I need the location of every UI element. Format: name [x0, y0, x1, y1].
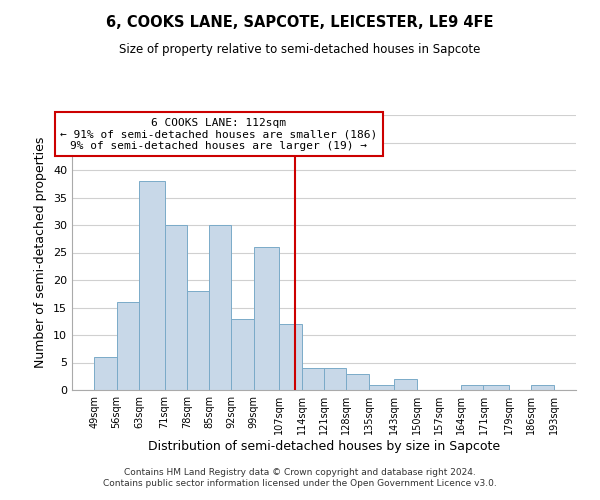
Bar — [461, 384, 484, 390]
Bar — [302, 368, 324, 390]
Bar — [116, 302, 139, 390]
Text: Size of property relative to semi-detached houses in Sapcote: Size of property relative to semi-detach… — [119, 42, 481, 56]
Bar — [254, 247, 280, 390]
Text: 6 COOKS LANE: 112sqm
← 91% of semi-detached houses are smaller (186)
9% of semi-: 6 COOKS LANE: 112sqm ← 91% of semi-detac… — [60, 118, 377, 151]
Bar — [94, 357, 116, 390]
Bar — [187, 291, 209, 390]
Text: Contains HM Land Registry data © Crown copyright and database right 2024.
Contai: Contains HM Land Registry data © Crown c… — [103, 468, 497, 487]
Bar — [232, 318, 254, 390]
Bar — [368, 384, 394, 390]
Bar — [139, 181, 164, 390]
Bar — [394, 379, 416, 390]
Bar — [164, 225, 187, 390]
Bar — [280, 324, 302, 390]
Bar — [532, 384, 554, 390]
Text: 6, COOKS LANE, SAPCOTE, LEICESTER, LE9 4FE: 6, COOKS LANE, SAPCOTE, LEICESTER, LE9 4… — [106, 15, 494, 30]
Bar — [324, 368, 346, 390]
Bar — [209, 225, 232, 390]
Y-axis label: Number of semi-detached properties: Number of semi-detached properties — [34, 137, 47, 368]
Bar — [346, 374, 368, 390]
Bar — [484, 384, 509, 390]
X-axis label: Distribution of semi-detached houses by size in Sapcote: Distribution of semi-detached houses by … — [148, 440, 500, 453]
